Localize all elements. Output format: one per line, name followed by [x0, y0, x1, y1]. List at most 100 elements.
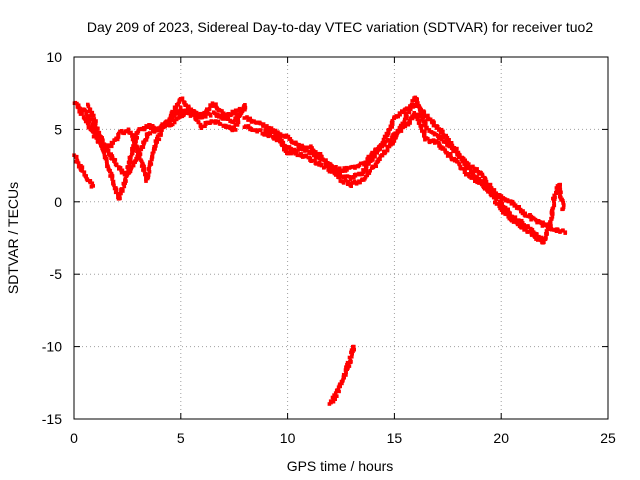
data-point [548, 220, 552, 224]
data-point [110, 154, 115, 158]
data-point [500, 202, 504, 206]
data-point [424, 126, 429, 130]
data-point [296, 148, 300, 152]
data-point [220, 109, 224, 113]
data-point [529, 217, 533, 222]
data-point [244, 124, 248, 128]
data-point [358, 161, 363, 166]
data-point [550, 217, 554, 221]
data-point [344, 370, 348, 374]
data-point [426, 113, 430, 118]
data-point [361, 168, 365, 172]
data-point [119, 170, 124, 175]
data-point [421, 115, 426, 119]
data-point [85, 121, 90, 126]
data-point [338, 179, 343, 183]
data-point [278, 138, 282, 143]
data-point [174, 116, 179, 121]
data-point [459, 166, 464, 171]
data-point [170, 109, 174, 114]
data-point [526, 229, 530, 234]
data-point [405, 115, 409, 119]
data-point [341, 181, 346, 185]
data-point [94, 119, 98, 123]
data-point [230, 111, 235, 116]
data-point [402, 117, 407, 122]
data-point [84, 174, 88, 178]
data-point [494, 197, 499, 201]
data-point [377, 156, 382, 161]
data-point [326, 161, 330, 165]
data-point [493, 200, 498, 204]
data-point [90, 125, 94, 129]
data-point [193, 113, 198, 117]
data-point [360, 177, 365, 182]
data-point [205, 107, 209, 111]
data-point [348, 181, 352, 186]
data-point [168, 120, 172, 124]
data-point [472, 169, 476, 174]
data-point [91, 184, 95, 188]
data-point [305, 146, 309, 151]
data-point [267, 125, 271, 130]
data-point [113, 160, 117, 164]
data-point [557, 188, 562, 192]
data-point [345, 174, 350, 178]
data-point [187, 106, 191, 110]
data-point [444, 133, 448, 138]
data-point [243, 103, 247, 107]
data-point [437, 142, 442, 146]
data-point [237, 106, 242, 111]
axis-ticks: 0 5 10 15 20 25 -15 -10 -5 0 5 10 [42, 49, 616, 446]
data-point [539, 221, 543, 226]
data-point [94, 136, 99, 140]
data-point [135, 154, 140, 159]
y-tick-label: -15 [42, 411, 62, 427]
data-point [428, 117, 433, 122]
data-point [380, 153, 385, 158]
data-point [179, 111, 184, 115]
data-point [494, 202, 499, 206]
data-point [126, 127, 131, 132]
data-point [371, 158, 375, 162]
data-point [156, 128, 161, 133]
data-point [473, 179, 477, 183]
data-point [497, 201, 501, 206]
data-point [475, 167, 479, 171]
data-point [354, 172, 358, 177]
data-point [336, 388, 340, 392]
data-point [468, 165, 472, 169]
data-point [524, 226, 528, 231]
data-point [261, 122, 266, 126]
data-point [552, 199, 556, 203]
data-point [119, 129, 124, 133]
data-point [129, 155, 133, 159]
data-point [488, 189, 492, 193]
data-point [95, 127, 99, 132]
data-point [509, 202, 514, 206]
data-point [111, 141, 115, 145]
data-point [427, 140, 432, 145]
data-point [518, 207, 523, 212]
data-point [143, 138, 148, 142]
data-point [390, 118, 395, 123]
data-point [128, 131, 133, 135]
data-point [344, 165, 349, 170]
data-point [224, 112, 228, 117]
data-point [327, 163, 331, 168]
data-point [289, 146, 293, 151]
data-point [80, 165, 85, 169]
data-point [422, 132, 427, 136]
data-point [342, 375, 346, 380]
data-point [423, 114, 428, 119]
data-point [228, 119, 232, 124]
data-point [552, 201, 556, 206]
data-point [122, 184, 127, 189]
data-point [184, 103, 188, 107]
data-point [88, 180, 93, 185]
data-point [427, 129, 431, 133]
data-point [331, 399, 336, 404]
data-point [447, 141, 451, 145]
data-point [409, 107, 413, 111]
data-point [394, 114, 399, 118]
